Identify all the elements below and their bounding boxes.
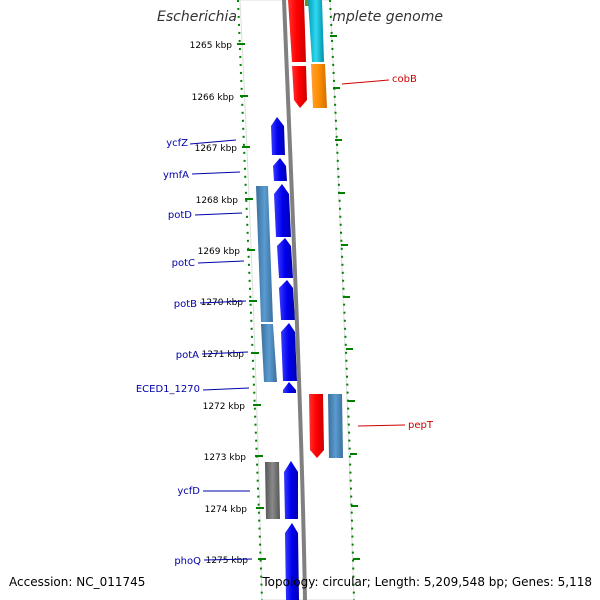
tick-label: 1273 kbp [204, 453, 247, 463]
gene-steel-1 [256, 186, 273, 322]
tick-label: 1268 kbp [196, 196, 239, 206]
gene-ymfA [273, 158, 287, 181]
gene-label-potA: potA [176, 350, 199, 361]
gene-label-ECED1_1270: ECED1_1270 [136, 384, 200, 395]
gene-ECED1_1270 [283, 382, 296, 393]
gene-label-cobB: cobB [392, 74, 417, 85]
gene-label-phoQ: phoQ [174, 556, 201, 567]
tick-label: 1275 kbp [206, 556, 249, 566]
topology-text: Topology: circular; Length: 5,209,548 bp… [262, 575, 592, 589]
gene-labels: cobB ycfZ ymfA potD potC potB potA ECED1… [136, 74, 434, 567]
gene-label-potB: potB [174, 299, 197, 310]
gene-potA [281, 323, 297, 381]
tick-label: 1274 kbp [205, 505, 248, 515]
gene-potB [279, 280, 295, 320]
gene-phoQ [285, 523, 299, 600]
gene-cyan [308, 0, 324, 62]
gene-potD [274, 184, 291, 237]
gene-label-potD: potD [168, 210, 192, 221]
gene-features [256, 0, 343, 600]
gene-steel-2 [261, 324, 277, 382]
tick-label: 1271 kbp [202, 350, 245, 360]
tick-label: 1266 kbp [192, 93, 235, 103]
gene-potC [277, 238, 293, 278]
gene-label-ycfD: ycfD [177, 486, 200, 497]
gene-orange-cobB [311, 64, 327, 108]
tick-label: 1272 kbp [203, 402, 246, 412]
ruler-ticks: 1265 kbp 1266 kbp 1267 kbp 1268 kbp 1269… [190, 35, 360, 566]
gene-label-ycfZ: ycfZ [166, 138, 188, 149]
backbone-arc [282, 0, 307, 600]
accession-text: Accession: NC_011745 [9, 575, 146, 589]
tick-label: 1267 kbp [195, 144, 238, 154]
gene-ycfD [284, 461, 298, 519]
gene-ycfZ [271, 117, 285, 155]
gene-label-pepT: pepT [408, 420, 434, 431]
gene-red-2 [292, 66, 307, 108]
gene-red-pepT [309, 394, 324, 458]
gene-red-top [288, 0, 306, 62]
gene-label-ymfA: ymfA [163, 170, 189, 181]
tick-label: 1270 kbp [201, 298, 244, 308]
tick-label: 1265 kbp [190, 41, 233, 51]
gene-steel-pepT [328, 394, 343, 458]
tick-label: 1269 kbp [198, 247, 241, 257]
gene-label-potC: potC [172, 258, 195, 269]
gene-gray [265, 462, 280, 519]
